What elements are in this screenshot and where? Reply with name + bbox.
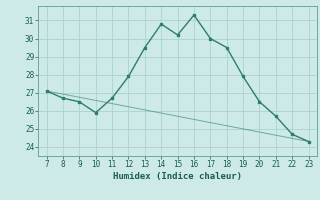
X-axis label: Humidex (Indice chaleur): Humidex (Indice chaleur)	[113, 172, 242, 181]
